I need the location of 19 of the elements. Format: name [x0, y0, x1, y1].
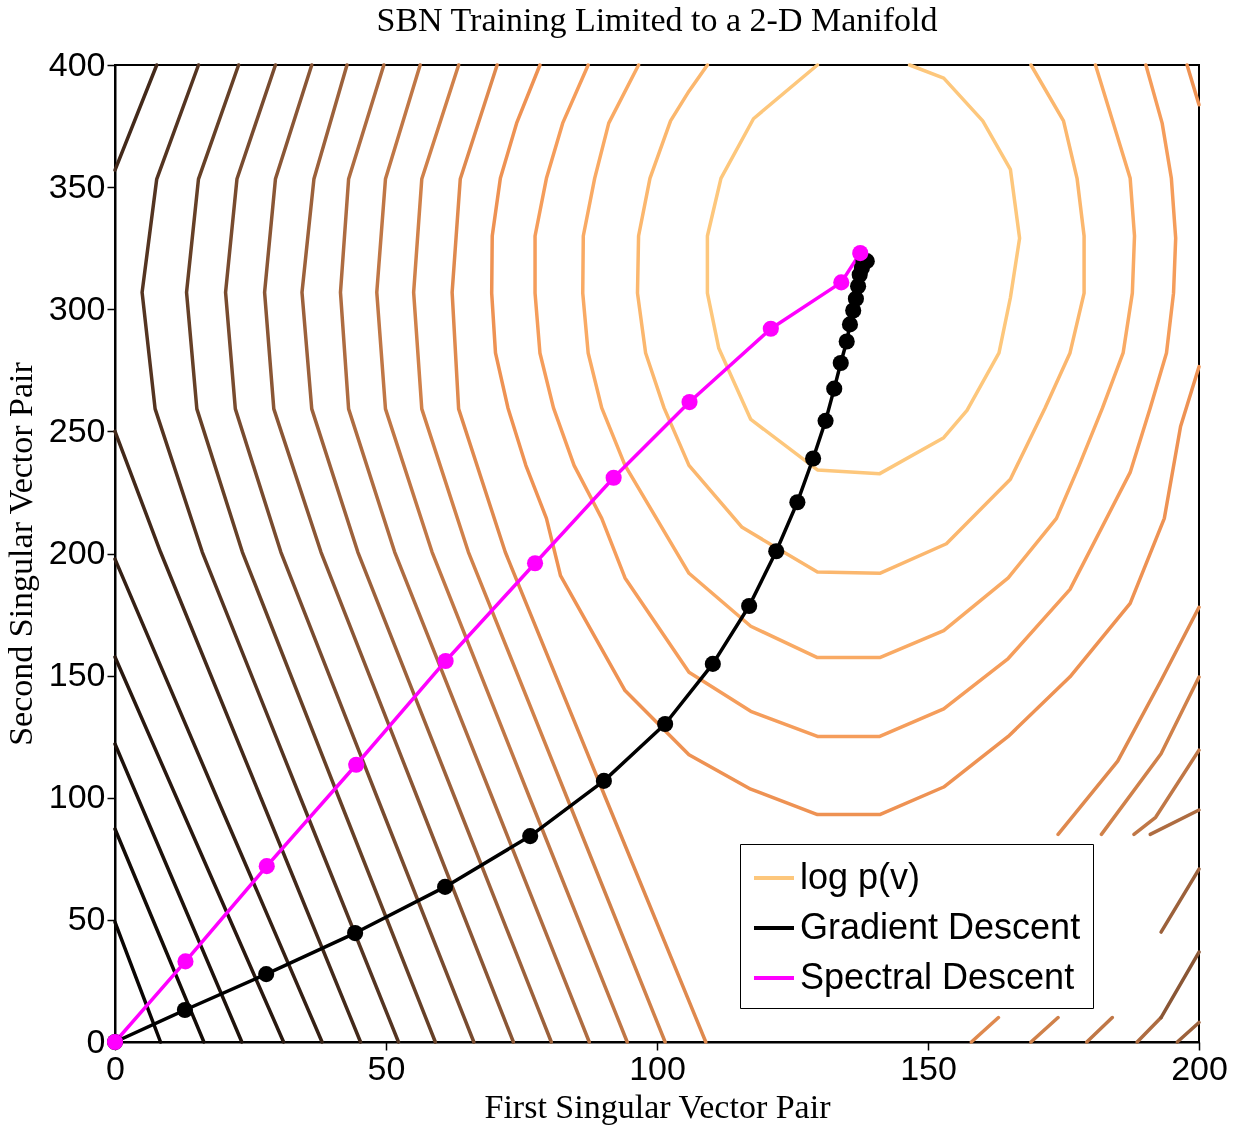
x-tick-label: 200 — [1171, 1048, 1228, 1087]
y-tick-label: 400 — [48, 44, 106, 83]
legend-label: log p(v) — [800, 856, 921, 897]
y-tick-label: 0 — [86, 1021, 106, 1060]
chart-title: SBN Training Limited to a 2-D Manifold — [376, 1, 938, 38]
legend-label: Spectral Descent — [800, 956, 1075, 997]
y-tick-label: 300 — [48, 288, 106, 327]
y-tick-label: 50 — [67, 899, 106, 938]
y-tick-label: 350 — [48, 166, 106, 205]
y-tick-label: 100 — [48, 777, 106, 816]
x-tick-label: 150 — [900, 1048, 957, 1087]
y-tick-label: 150 — [48, 655, 106, 694]
y-axis-title: Second Singular Vector Pair — [1, 361, 39, 746]
legend-label: Gradient Descent — [800, 906, 1081, 947]
x-tick-label: 100 — [629, 1048, 686, 1087]
y-tick-label: 250 — [48, 410, 106, 449]
y-tick-label: 200 — [48, 533, 106, 571]
x-tick-label: 50 — [367, 1048, 406, 1087]
x-axis-title: First Singular Vector Pair — [484, 1087, 832, 1125]
